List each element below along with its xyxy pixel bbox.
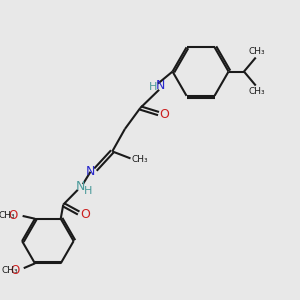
Text: CH₃: CH₃ (2, 266, 18, 275)
Text: O: O (8, 209, 17, 222)
Text: N: N (156, 79, 165, 92)
Text: CH₃: CH₃ (131, 155, 148, 164)
Text: H: H (149, 82, 157, 92)
Text: N: N (75, 180, 85, 193)
Text: CH₃: CH₃ (0, 211, 15, 220)
Text: CH₃: CH₃ (249, 47, 266, 56)
Text: CH₃: CH₃ (249, 87, 266, 96)
Text: O: O (80, 208, 90, 221)
Text: O: O (160, 109, 170, 122)
Text: N: N (86, 164, 95, 178)
Text: H: H (84, 186, 92, 196)
Text: O: O (11, 265, 20, 278)
